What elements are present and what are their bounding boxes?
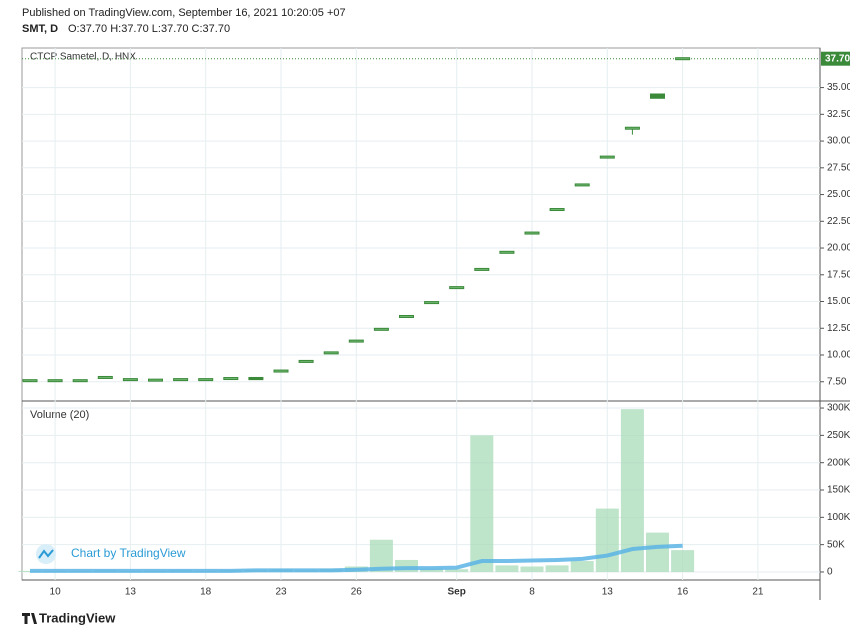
volume-bar	[671, 550, 694, 572]
y-tick-label: 15.00	[827, 296, 850, 307]
y-tick-label: 25.00	[827, 189, 850, 200]
watermark: Chart by TradingView	[36, 544, 186, 564]
volume-y-tick-label: 0	[827, 567, 833, 578]
volume-y-tick-label: 250K	[827, 430, 850, 441]
plot-frame	[22, 48, 820, 580]
volume-bar	[646, 533, 669, 572]
x-tick-label: 13	[125, 587, 137, 598]
y-tick-label: 30.00	[827, 136, 850, 147]
volume-y-tick-label: 300K	[827, 403, 850, 414]
y-tick-label: 27.50	[827, 162, 850, 173]
x-tick-label: 26	[351, 587, 363, 598]
chart-title: CTCP Sametel, D, HNX	[30, 52, 136, 63]
y-tick-label: 22.50	[827, 216, 850, 227]
footer-text: TradingView	[39, 610, 116, 625]
candle-body	[224, 378, 238, 380]
x-tick-label: 13	[602, 587, 614, 598]
footer-logo: TradingView	[22, 610, 116, 625]
y-tick-label: 7.50	[827, 376, 847, 387]
y-tick-label: 20.00	[827, 243, 850, 254]
y-tick-label: 12.50	[827, 323, 850, 334]
x-tick-label: 16	[677, 587, 689, 598]
candle-body	[299, 360, 313, 362]
candle-body	[123, 379, 137, 381]
candle-body	[600, 156, 614, 158]
candle-body	[374, 328, 388, 330]
x-tick-label: 8	[529, 587, 535, 598]
candle-body	[575, 184, 589, 186]
candle-body	[73, 380, 87, 382]
plot-layer: 10 13 18 23 26 Sep 8 13 16 21 7.50 10.00 12.50 15.00 1…	[19, 48, 850, 598]
x-tick-label: 21	[752, 587, 764, 598]
volume-bar	[521, 567, 544, 572]
symbol: SMT, D	[22, 23, 58, 35]
candle-body	[48, 380, 62, 382]
candle-body	[425, 302, 439, 304]
volume-bar	[495, 565, 518, 572]
candle-body	[500, 251, 514, 253]
candle-body	[450, 287, 464, 289]
candle-body	[651, 94, 665, 98]
candle-body	[525, 232, 539, 234]
candle-body	[625, 127, 639, 129]
volume-bar	[546, 565, 569, 572]
volume-bar	[596, 509, 619, 572]
x-tick-label: Sep	[448, 587, 466, 598]
candle-body	[249, 377, 263, 379]
logo-icon	[22, 613, 37, 624]
y-tick-label: 35.00	[827, 82, 850, 93]
candle-body	[676, 58, 690, 60]
candle-body	[174, 379, 188, 381]
x-tick-label: 10	[50, 587, 62, 598]
volume-y-tick-label: 100K	[827, 512, 850, 523]
volume-bar	[571, 561, 594, 572]
candle-body	[475, 268, 489, 270]
candle-body	[23, 380, 37, 382]
watermark-text: Chart by TradingView	[71, 546, 186, 560]
ohlc-readout: O:37.70 H:37.70 L:37.70 C:37.70	[68, 23, 230, 35]
last-price-label: 37.70	[825, 53, 850, 64]
volume-y-tick-label: 150K	[827, 485, 850, 496]
x-tick-label: 18	[200, 587, 212, 598]
candle-body	[98, 376, 112, 378]
candle-body	[324, 352, 338, 354]
volume-bar	[470, 435, 493, 572]
volume-title: Volume (20)	[30, 409, 89, 421]
volume-y-tick-label: 50K	[827, 539, 845, 550]
y-tick-label: 17.50	[827, 269, 850, 280]
candle-body	[199, 379, 213, 381]
candle-body	[149, 379, 163, 381]
y-tick-label: 32.50	[827, 109, 850, 120]
x-tick-label: 23	[275, 587, 287, 598]
candle-body	[274, 370, 288, 372]
candle-body	[349, 340, 363, 342]
volume-y-tick-label: 200K	[827, 457, 850, 468]
published-note: Published on TradingView.com, September …	[22, 7, 346, 19]
y-tick-label: 10.00	[827, 350, 850, 361]
candle-body	[550, 209, 564, 211]
candle-body	[400, 315, 414, 317]
